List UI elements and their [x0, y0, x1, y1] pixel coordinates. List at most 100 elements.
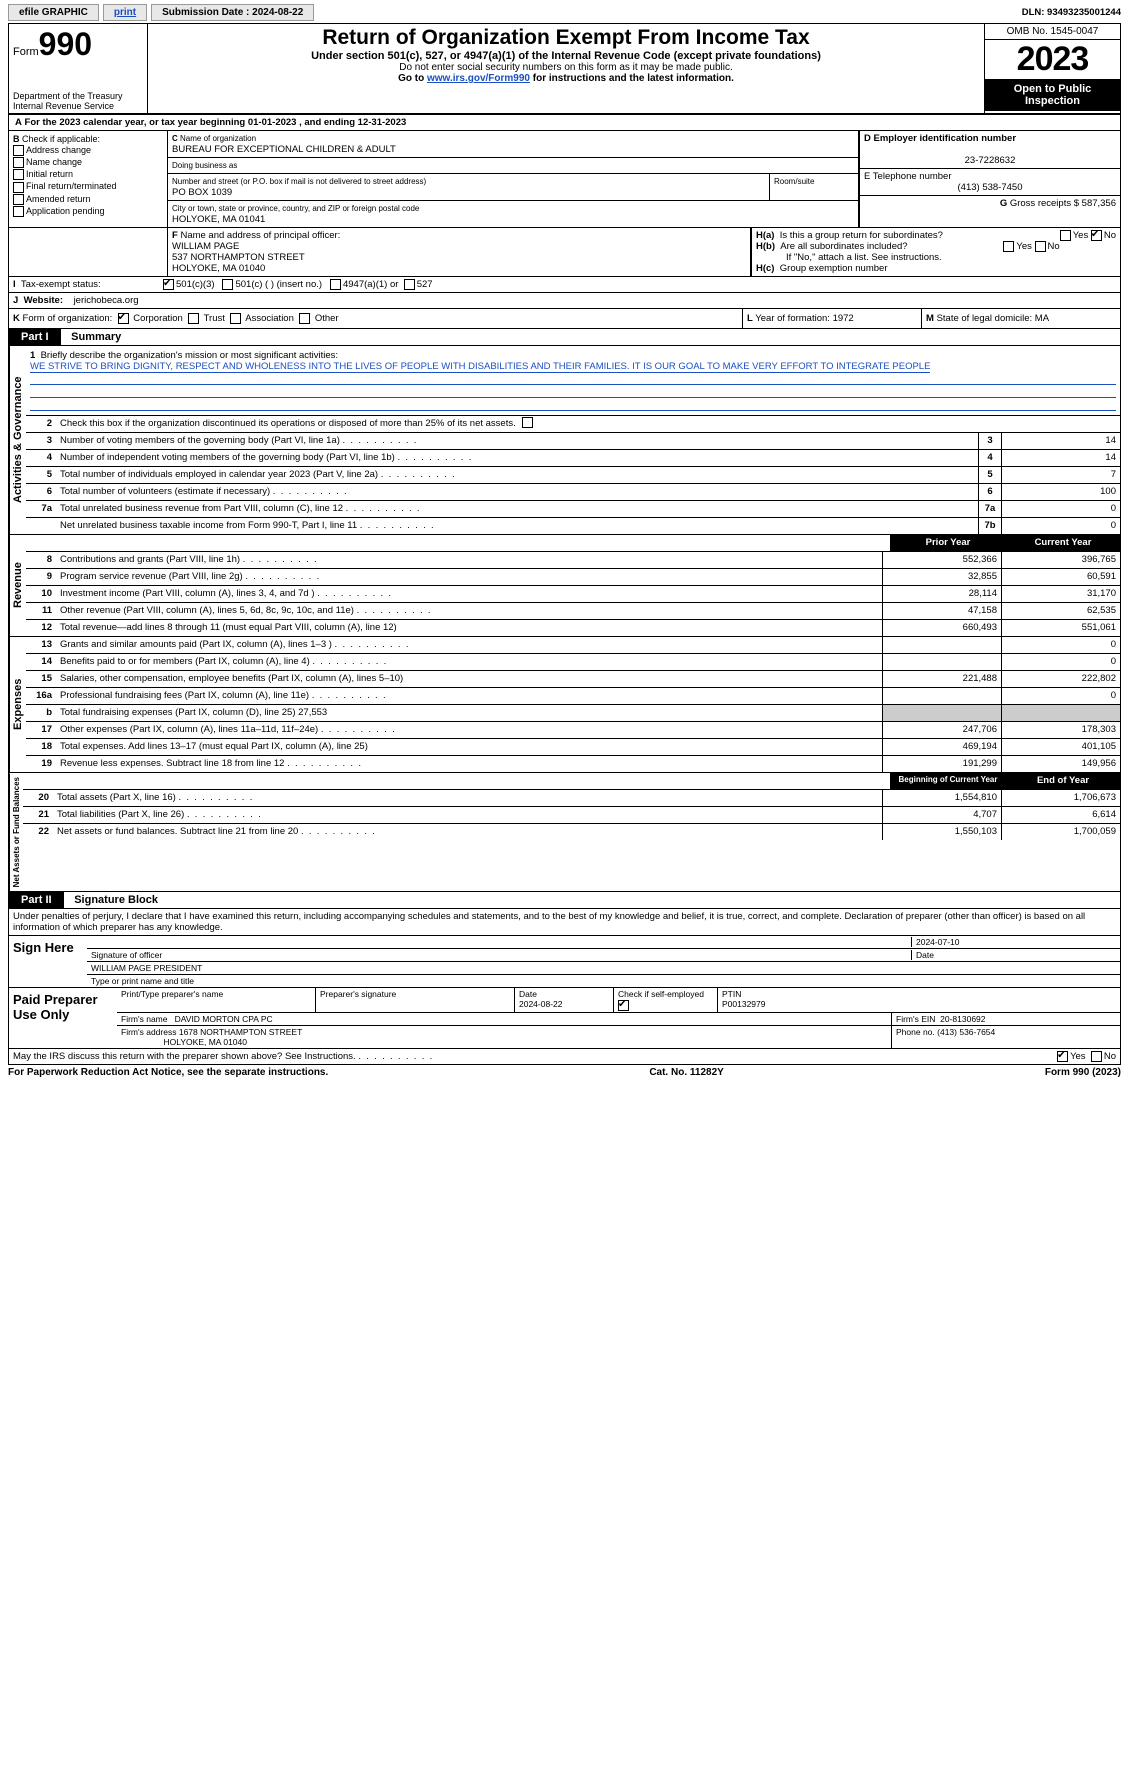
- hb-no: No: [1048, 241, 1060, 252]
- chk-name-change[interactable]: [13, 157, 24, 168]
- line-16b: Total fundraising expenses (Part IX, col…: [56, 705, 882, 721]
- opt-501c: 501(c) ( ) (insert no.): [235, 279, 322, 290]
- chk-assoc[interactable]: [230, 313, 241, 324]
- part-i-header: Part I: [9, 329, 61, 345]
- chk-self-emp[interactable]: [618, 1000, 629, 1011]
- chk-hb-yes[interactable]: [1003, 241, 1014, 252]
- efile-label: efile GRAPHIC: [8, 4, 99, 21]
- form-title: Return of Organization Exempt From Incom…: [152, 26, 980, 50]
- line-20: Total assets (Part X, line 16): [53, 790, 882, 806]
- tab-governance: Activities & Governance: [9, 346, 26, 534]
- check-applicable: Check if applicable:: [22, 134, 100, 144]
- hb-note: If "No," attach a list. See instructions…: [756, 252, 1116, 263]
- val-18c: 401,105: [1001, 739, 1120, 755]
- val-17c: 178,303: [1001, 722, 1120, 738]
- chk-final[interactable]: [13, 182, 24, 193]
- chk-initial[interactable]: [13, 169, 24, 180]
- chk-4947[interactable]: [330, 279, 341, 290]
- line-3: Number of voting members of the governin…: [56, 433, 978, 449]
- expenses-grid: Expenses 13Grants and similar amounts pa…: [8, 637, 1121, 773]
- line-12: Total revenue—add lines 8 through 11 (mu…: [56, 620, 882, 636]
- tab-expenses: Expenses: [9, 637, 26, 772]
- form-990: 990: [39, 26, 92, 62]
- declaration: Under penalties of perjury, I declare th…: [8, 909, 1121, 936]
- line-7b: Net unrelated business taxable income fr…: [56, 518, 978, 534]
- val-9c: 60,591: [1001, 569, 1120, 585]
- val-8p: 552,366: [882, 552, 1001, 568]
- sign-date: 2024-07-10: [911, 937, 1116, 947]
- print-button[interactable]: print: [103, 4, 147, 21]
- chk-ha-no[interactable]: [1091, 230, 1102, 241]
- submission-label: Submission Date : 2024-08-22: [151, 4, 314, 21]
- omb-number: OMB No. 1545-0047: [985, 24, 1120, 40]
- chk-other[interactable]: [299, 313, 310, 324]
- col-begin: Beginning of Current Year: [890, 773, 1005, 789]
- top-toolbar: efile GRAPHIC print Submission Date : 20…: [8, 4, 1121, 21]
- firm-addr2: HOLYOKE, MA 01040: [164, 1037, 247, 1047]
- date-label: Date: [911, 950, 1116, 960]
- opt-name-change: Name change: [26, 157, 82, 167]
- line-7a: Total unrelated business revenue from Pa…: [56, 501, 978, 517]
- street-address: PO BOX 1039: [172, 187, 232, 198]
- part-i-title: Summary: [63, 329, 129, 345]
- address-label: Number and street (or P.O. box if mail i…: [172, 177, 426, 186]
- chk-corp[interactable]: [118, 313, 129, 324]
- chk-address-change[interactable]: [13, 145, 24, 156]
- chk-trust[interactable]: [188, 313, 199, 324]
- letter-j: J: [13, 295, 18, 306]
- letter-a: A: [15, 117, 22, 128]
- chk-527[interactable]: [404, 279, 415, 290]
- line-21: Total liabilities (Part X, line 26): [53, 807, 882, 823]
- ha-text: Is this a group return for subordinates?: [780, 230, 943, 241]
- signature-section: Sign Here 2024-07-10 Signature of office…: [8, 936, 1121, 1048]
- mission-label: Briefly describe the organization's miss…: [41, 350, 339, 361]
- revenue-grid: Revenue Prior YearCurrent Year 8Contribu…: [8, 535, 1121, 637]
- ein-label: Employer identification number: [874, 133, 1017, 144]
- form-ref: Form 990 (2023): [1045, 1067, 1121, 1078]
- chk-501c[interactable]: [222, 279, 233, 290]
- identity-block: B Check if applicable: Address change Na…: [8, 131, 1121, 228]
- discuss-no: No: [1104, 1051, 1116, 1062]
- val-21p: 4,707: [882, 807, 1001, 823]
- opt-527: 527: [417, 279, 433, 290]
- opt-4947: 4947(a)(1) or: [343, 279, 398, 290]
- hc-label: H(c): [756, 263, 774, 274]
- cal-year-begin: For the 2023 calendar year, or tax year …: [25, 117, 297, 128]
- chk-discuss-no[interactable]: [1091, 1051, 1102, 1062]
- form-subtitle: Under section 501(c), 527, or 4947(a)(1)…: [152, 50, 980, 62]
- firm-name: DAVID MORTON CPA PC: [175, 1014, 273, 1024]
- letter-b: B: [13, 134, 20, 144]
- line-22: Net assets or fund balances. Subtract li…: [53, 824, 882, 840]
- letter-f: F: [172, 230, 178, 241]
- form-word: Form: [13, 46, 39, 58]
- cat-no: Cat. No. 11282Y: [649, 1067, 723, 1078]
- line-8: Contributions and grants (Part VIII, lin…: [56, 552, 882, 568]
- preparer-sig-label: Preparer's signature: [316, 988, 515, 1011]
- line-11: Other revenue (Part VIII, column (A), li…: [56, 603, 882, 619]
- chk-501c3[interactable]: [163, 279, 174, 290]
- chk-discuss-yes[interactable]: [1057, 1051, 1068, 1062]
- chk-discontinued[interactable]: [522, 417, 533, 428]
- cal-year-end: , and ending 12-31-2023: [299, 117, 406, 128]
- dba-label: Doing business as: [172, 161, 237, 170]
- ha-yes: Yes: [1073, 230, 1089, 241]
- box-5: 5: [978, 467, 1001, 483]
- letter-i: I: [13, 279, 16, 290]
- opt-pending: Application pending: [26, 206, 105, 216]
- opt-address-change: Address change: [26, 145, 91, 155]
- chk-pending[interactable]: [13, 206, 24, 217]
- irs-link[interactable]: www.irs.gov/Form990: [427, 73, 530, 84]
- goto-line: Go to www.irs.gov/Form990 for instructio…: [152, 73, 980, 84]
- domicile-label: State of legal domicile:: [937, 313, 1033, 324]
- ha-no: No: [1104, 230, 1116, 241]
- chk-ha-yes[interactable]: [1060, 230, 1071, 241]
- firm-addr-label: Firm's address: [121, 1027, 176, 1037]
- chk-hb-no[interactable]: [1035, 241, 1046, 252]
- part-ii-header: Part II: [9, 892, 64, 908]
- website-value: jerichobeca.org: [74, 295, 139, 306]
- chk-amended[interactable]: [13, 194, 24, 205]
- part-i-bar: Part I Summary: [8, 329, 1121, 346]
- print-name-label: Type or print name and title: [87, 975, 1120, 987]
- line-18: Total expenses. Add lines 13–17 (must eq…: [56, 739, 882, 755]
- org-name: BUREAU FOR EXCEPTIONAL CHILDREN & ADULT: [172, 144, 396, 155]
